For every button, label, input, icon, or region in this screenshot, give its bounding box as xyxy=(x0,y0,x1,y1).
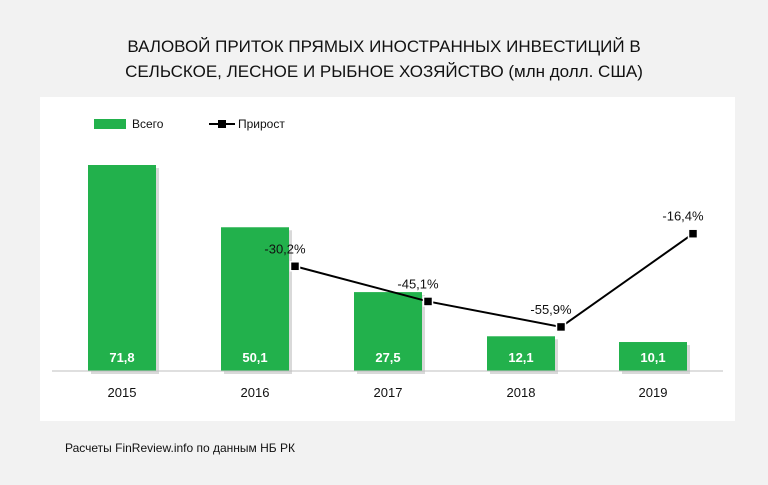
growth-marker xyxy=(555,321,567,333)
bar xyxy=(221,227,289,371)
growth-marker xyxy=(289,261,301,272)
bar-value-label: 12,1 xyxy=(508,350,533,365)
bar-value-label: 71,8 xyxy=(109,350,134,365)
x-tick-label: 2017 xyxy=(374,385,403,400)
x-tick-label: 2018 xyxy=(507,385,536,400)
x-tick-label: 2016 xyxy=(241,385,270,400)
legend-label-growth: Прирост xyxy=(238,117,285,131)
growth-value-label: -30,2% xyxy=(264,241,306,256)
bar xyxy=(354,292,422,371)
growth-marker xyxy=(422,296,434,307)
bar-value-label: 10,1 xyxy=(640,350,665,365)
legend-marker-growth xyxy=(218,120,226,128)
growth-marker xyxy=(687,228,699,239)
growth-value-label: -55,9% xyxy=(530,302,572,317)
source-note: Расчеты FinReview.info по данным НБ РК xyxy=(65,441,296,455)
chart-svg: Всего Прирост 71,8 2015 50,1 2016 27,5 2017 12,1… xyxy=(52,117,723,400)
bar xyxy=(619,342,687,371)
bar xyxy=(88,165,156,371)
x-tick-label: 2015 xyxy=(108,385,137,400)
bar xyxy=(487,336,555,371)
growth-value-label: -45,1% xyxy=(397,276,439,291)
title-line-1: ВАЛОВОЙ ПРИТОК ПРЯМЫХ ИНОСТРАННЫХ ИНВЕСТ… xyxy=(127,37,641,56)
x-tick-label: 2019 xyxy=(639,385,668,400)
legend-label-bars: Всего xyxy=(132,117,164,131)
chart-title: ВАЛОВОЙ ПРИТОК ПРЯМЫХ ИНОСТРАННЫХ ИНВЕСТ… xyxy=(0,34,768,84)
bar-value-label: 50,1 xyxy=(242,350,267,365)
growth-value-label: -16,4% xyxy=(662,209,704,224)
growth-line xyxy=(294,232,694,328)
title-line-2: СЕЛЬСКОЕ, ЛЕСНОЕ И РЫБНОЕ ХОЗЯЙСТВО (млн… xyxy=(125,62,643,81)
legend-swatch-bars xyxy=(94,119,126,129)
bar-value-label: 27,5 xyxy=(375,350,400,365)
chart-panel: Всего Прирост 71,8 2015 50,1 2016 27,5 2017 12,1… xyxy=(40,97,735,421)
